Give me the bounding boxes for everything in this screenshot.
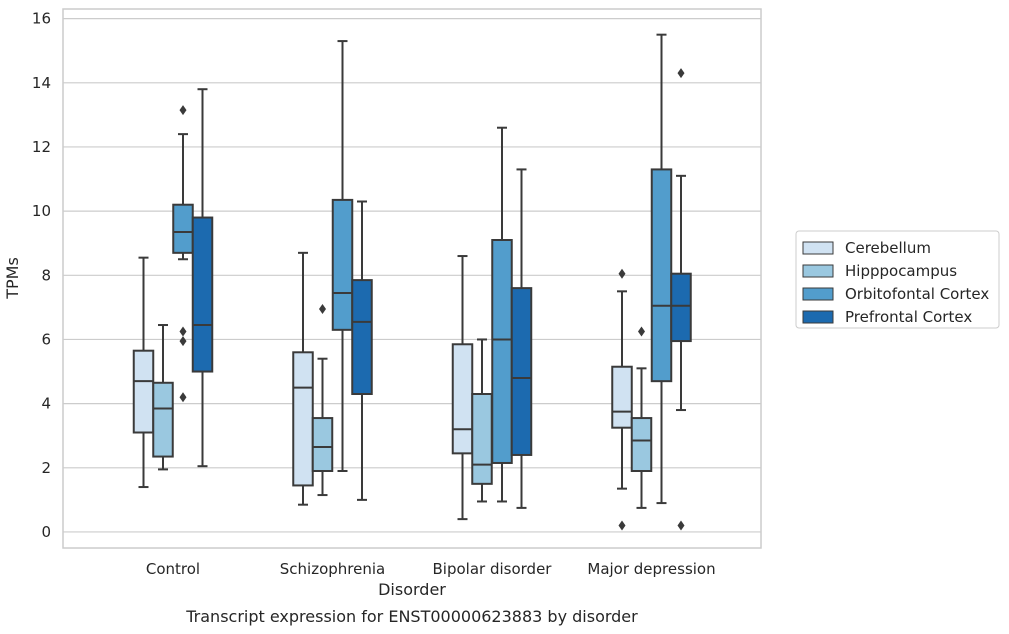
legend-swatch bbox=[802, 310, 834, 324]
y-tick-label: 0 bbox=[41, 523, 51, 541]
legend-label: Orbitofontal Cortex bbox=[845, 285, 989, 303]
gridlines bbox=[63, 18, 761, 533]
y-tick-label: 12 bbox=[32, 138, 51, 156]
y-axis-ticks: 0 2 4 6 8 10 12 14 16 bbox=[32, 10, 51, 541]
x-tick-label: Bipolar disorder bbox=[433, 560, 553, 578]
box-iqr bbox=[331, 198, 354, 331]
outlier-point bbox=[677, 520, 685, 531]
box-iqr bbox=[611, 365, 633, 429]
y-tick-label: 14 bbox=[32, 74, 51, 92]
x-tick-label: Control bbox=[146, 560, 200, 578]
box-orbitofontal-cortex-control bbox=[172, 105, 194, 403]
outlier-point bbox=[618, 520, 626, 531]
box-orbitofontal-cortex-major-depression bbox=[650, 33, 673, 505]
outlier-point bbox=[638, 326, 645, 337]
box-iqr bbox=[292, 351, 314, 487]
legend-swatch bbox=[802, 287, 834, 301]
box-iqr bbox=[510, 287, 533, 456]
outlier-point bbox=[618, 268, 626, 279]
x-tick-label: Major depression bbox=[587, 560, 715, 578]
outlier-point bbox=[319, 303, 326, 314]
x-axis-ticks: Control Schizophrenia Bipolar disorder Majo… bbox=[146, 560, 716, 578]
x-axis-title: Disorder bbox=[378, 580, 446, 599]
box-iqr bbox=[351, 279, 373, 395]
box-cerebellum-major-depression bbox=[611, 268, 633, 531]
box-cerebellum-control bbox=[132, 256, 155, 489]
box-cerebellum-bipolar-disorder bbox=[451, 255, 474, 521]
box-prefrontal-cortex-schizophrenia bbox=[351, 200, 373, 501]
box-iqr bbox=[491, 239, 513, 464]
x-tick-label: Schizophrenia bbox=[280, 560, 385, 578]
legend-swatch bbox=[802, 264, 834, 278]
box-iqr bbox=[132, 349, 155, 434]
box-cerebellum-schizophrenia bbox=[292, 251, 314, 506]
box-groups bbox=[132, 33, 692, 531]
box-prefrontal-cortex-major-depression bbox=[670, 68, 692, 531]
box-hipppocampus-major-depression bbox=[630, 326, 653, 509]
legend: Cerebellum Hipppocampus Orbitofontal Corte… bbox=[795, 230, 1000, 329]
figure-caption: Transcript expression for ENST0000062388… bbox=[185, 607, 638, 626]
legend-swatch bbox=[802, 241, 834, 255]
y-tick-label: 4 bbox=[41, 395, 51, 413]
box-orbitofontal-cortex-schizophrenia bbox=[331, 40, 354, 472]
outlier-point bbox=[677, 68, 685, 79]
legend-label: Prefrontal Cortex bbox=[845, 308, 972, 326]
legend-label: Cerebellum bbox=[845, 239, 931, 257]
box-iqr bbox=[630, 417, 653, 472]
y-tick-label: 10 bbox=[32, 202, 51, 220]
box-prefrontal-cortex-control bbox=[191, 88, 214, 468]
legend-box bbox=[795, 230, 1000, 329]
box-iqr bbox=[650, 168, 673, 383]
outlier-point bbox=[179, 326, 187, 337]
outlier-point bbox=[179, 392, 187, 403]
y-tick-label: 6 bbox=[41, 330, 51, 348]
box-iqr bbox=[152, 381, 174, 458]
box-iqr bbox=[471, 393, 493, 485]
box-hipppocampus-control bbox=[152, 324, 174, 471]
y-axis-title: TPMs bbox=[3, 257, 22, 300]
y-tick-label: 16 bbox=[32, 10, 51, 28]
y-tick-label: 8 bbox=[41, 266, 51, 284]
y-tick-label: 2 bbox=[41, 459, 51, 477]
box-iqr bbox=[191, 216, 214, 373]
box-hipppocampus-schizophrenia bbox=[311, 303, 334, 497]
box-iqr bbox=[670, 272, 692, 343]
box-iqr bbox=[172, 203, 194, 254]
outlier-point bbox=[179, 336, 187, 347]
outlier-point bbox=[179, 105, 187, 116]
box-iqr bbox=[311, 417, 334, 472]
legend-label: Hipppocampus bbox=[845, 262, 957, 280]
box-prefrontal-cortex-bipolar-disorder bbox=[510, 168, 533, 509]
box-iqr bbox=[451, 343, 474, 455]
